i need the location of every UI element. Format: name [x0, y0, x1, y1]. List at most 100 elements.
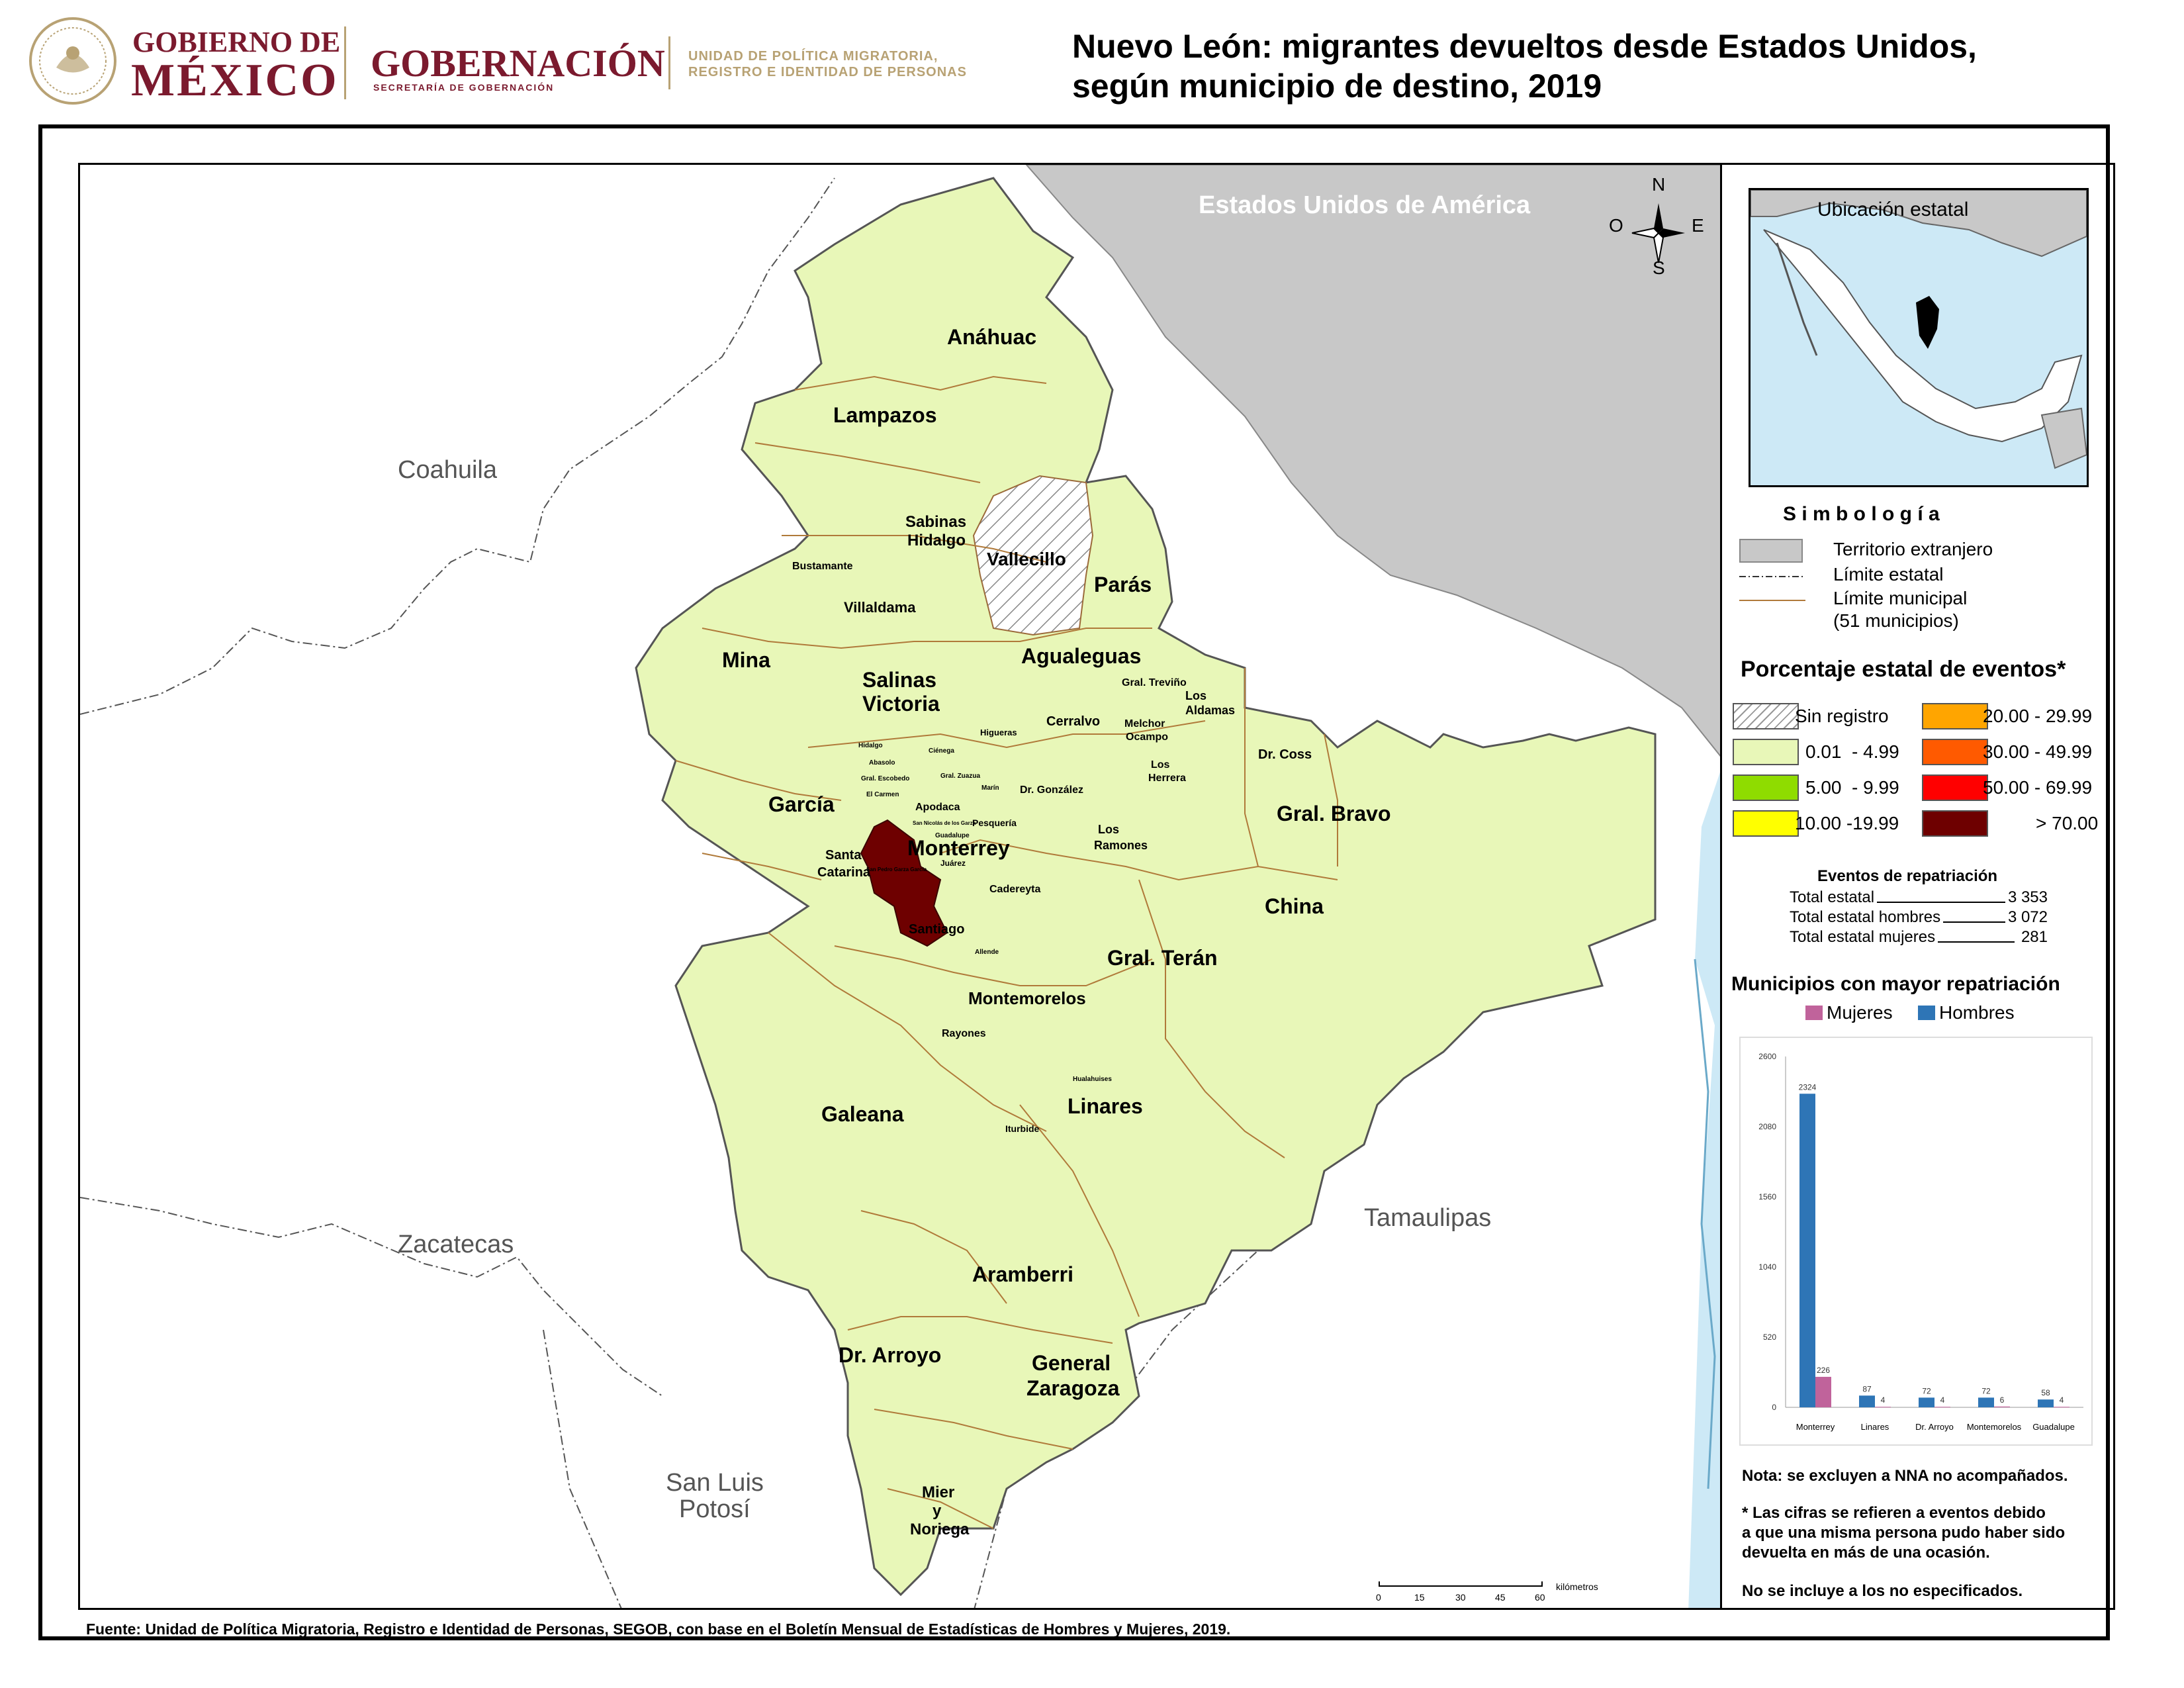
label-pesqueria: Pesquería [972, 818, 1017, 828]
events-value-0: 3 353 [2007, 888, 2048, 906]
label-marin: Marín [981, 784, 999, 792]
swatch-range-6 [1922, 774, 1988, 801]
sidebar-panel [1722, 163, 2115, 1610]
events-row-0: Total estatal 3 353 [1790, 888, 2048, 907]
label-guadalupe: Guadalupe [935, 832, 970, 839]
chart-data-label: 2324 [1799, 1082, 1817, 1092]
chart-ytick-label: 0 [1772, 1403, 1776, 1412]
events-value-1: 3 072 [2007, 908, 2048, 926]
label-hualahuises: Hualahuises [1073, 1076, 1112, 1083]
swatch-range-7 [1922, 810, 1988, 837]
events-title: Eventos de repatriación [1817, 867, 1998, 885]
label-gral-teran: Gral. Terán [1107, 946, 1218, 970]
events-row-1: Total estatal hombres 3 072 [1790, 908, 2048, 927]
chart-category-label: Guadalupe [2032, 1422, 2075, 1432]
label-mina: Mina [722, 648, 770, 672]
range-label-3: 10.00 -19.99 [1795, 813, 1899, 833]
label-vallecillo: Vallecillo [987, 549, 1066, 569]
coahuila-label: Coahuila [398, 456, 497, 484]
scale-bar [1379, 1581, 1543, 1587]
pct-title: Porcentaje estatal de eventos* [1741, 657, 2066, 682]
label-santa-catarina-2: Catarina [817, 865, 871, 880]
compass-icon [1631, 203, 1685, 263]
note-asterisk-3: devuelta en más de una ocasión. [1742, 1544, 1990, 1562]
legend-swatch-mujeres [1805, 1006, 1823, 1020]
label-san-nicolas: San Nicolás de los Garza [913, 820, 976, 826]
label-dr-coss: Dr. Coss [1258, 747, 1312, 762]
label-agualeguas: Agualeguas [1021, 644, 1142, 668]
swatch-range-3 [1733, 810, 1799, 837]
swatch-range-5 [1922, 739, 1988, 765]
chart-data-label: 58 [2041, 1388, 2050, 1397]
location-inset [1749, 188, 2089, 487]
header-divider [344, 26, 346, 99]
label-gral-trevino: Gral. Treviño [1122, 677, 1187, 688]
label-gral-zuazua: Gral. Zuazua [940, 773, 981, 780]
range-label-0: Sin registro [1795, 706, 1889, 726]
label-los-herrera-2: Herrera [1148, 773, 1186, 784]
label-linares: Linares [1068, 1094, 1143, 1118]
monterrey-area [860, 819, 948, 947]
chart-bar-hombres [1859, 1395, 1875, 1407]
label-melchor-1: Melchor [1124, 718, 1165, 729]
label-monterrey: Monterrey [907, 836, 1010, 860]
slp-border [543, 1329, 622, 1608]
label-gral-bravo: Gral. Bravo [1277, 802, 1391, 825]
swatch-range-2 [1733, 774, 1799, 801]
chart-data-label: 87 [1862, 1384, 1872, 1393]
scale-tick-30: 30 [1455, 1592, 1466, 1603]
mexico-outline [1751, 190, 2087, 469]
label-sabinas-2: Hidalgo [907, 532, 966, 549]
label-los-ramones-2: Ramones [1094, 839, 1148, 852]
chart-ytick-label: 1040 [1758, 1262, 1776, 1272]
label-cerralvo: Cerralvo [1046, 714, 1101, 729]
chart-bar-mujeres [1815, 1376, 1831, 1407]
chart-bar-hombres [1919, 1397, 1934, 1407]
label-garcia: García [768, 792, 835, 816]
label-melchor-2: Ocampo [1126, 731, 1169, 743]
chart-ytick-label: 2080 [1758, 1122, 1776, 1131]
scale-unit: kilómetros [1556, 1581, 1598, 1592]
state-limit-line [1739, 576, 1805, 577]
label-gral-escobedo: Gral. Escobedo [861, 775, 910, 782]
label-allende: Allende [975, 949, 999, 956]
source-footer: Fuente: Unidad de Política Migratoria, R… [86, 1620, 1231, 1638]
simbologia-title: S i m b o l o g í a [1783, 503, 1940, 525]
outer-frame [38, 124, 2110, 1640]
scale-tick-60: 60 [1535, 1592, 1545, 1603]
chart-legend-hombres: Hombres [1918, 1002, 2015, 1023]
label-gral-zaragoza-2: Zaragoza [1026, 1376, 1120, 1400]
map-panel: Estados Unidos de América Coahuila Zacat… [78, 163, 1722, 1610]
vallecillo-area [972, 475, 1094, 636]
label-hidalgo: Hidalgo [858, 742, 883, 749]
range-label-2: 5.00 - 9.99 [1805, 777, 1899, 798]
events-leader-2 [1938, 928, 2015, 943]
swatch-range-1 [1733, 739, 1799, 765]
events-leader-0 [1877, 888, 2005, 903]
chart-category-label: Linares [1861, 1422, 1889, 1432]
national-seal-icon [29, 17, 116, 105]
scale-tick-0: 0 [1376, 1592, 1381, 1603]
gobernacion-label: GOBERNACIÓN [371, 42, 665, 85]
label-dr-arroyo: Dr. Arroyo [839, 1343, 942, 1367]
label-aramberri: Aramberri [972, 1262, 1073, 1286]
swatch-range-4 [1922, 703, 1988, 729]
legend-swatch-hombres [1918, 1006, 1935, 1020]
legend-label-mujeres: Mujeres [1827, 1002, 1893, 1023]
header-divider-2 [668, 36, 670, 89]
compass-e: E [1692, 215, 1704, 236]
chart-bar-hombres [1978, 1397, 1994, 1407]
label-mier-3: Noriega [910, 1521, 970, 1538]
events-label-2: Total estatal mujeres [1790, 928, 1936, 946]
chart-ytick-label: 520 [1763, 1333, 1776, 1342]
scale-tick-15: 15 [1414, 1592, 1425, 1603]
municipal-limit-line [1739, 600, 1805, 601]
label-mier-2: y [933, 1502, 942, 1520]
label-gral-zaragoza-1: General [1032, 1351, 1111, 1375]
label-higueras: Higueras [980, 727, 1017, 737]
label-paras: Parás [1094, 573, 1152, 596]
label-san-pedro: San Pedro Garza García [866, 867, 927, 872]
label-salinas-2: Victoria [862, 692, 940, 716]
state-limit-label: Límite estatal [1833, 564, 1944, 585]
label-lampazos: Lampazos [833, 403, 937, 427]
